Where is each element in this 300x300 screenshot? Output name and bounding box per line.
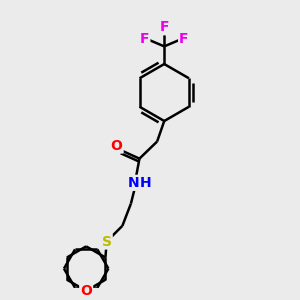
Text: F: F [140, 32, 149, 46]
Text: S: S [102, 235, 112, 248]
Text: F: F [179, 32, 189, 46]
Text: N: N [128, 176, 140, 190]
Text: H: H [140, 176, 152, 190]
Text: O: O [111, 139, 123, 152]
Text: O: O [80, 284, 92, 298]
Text: F: F [160, 20, 169, 34]
